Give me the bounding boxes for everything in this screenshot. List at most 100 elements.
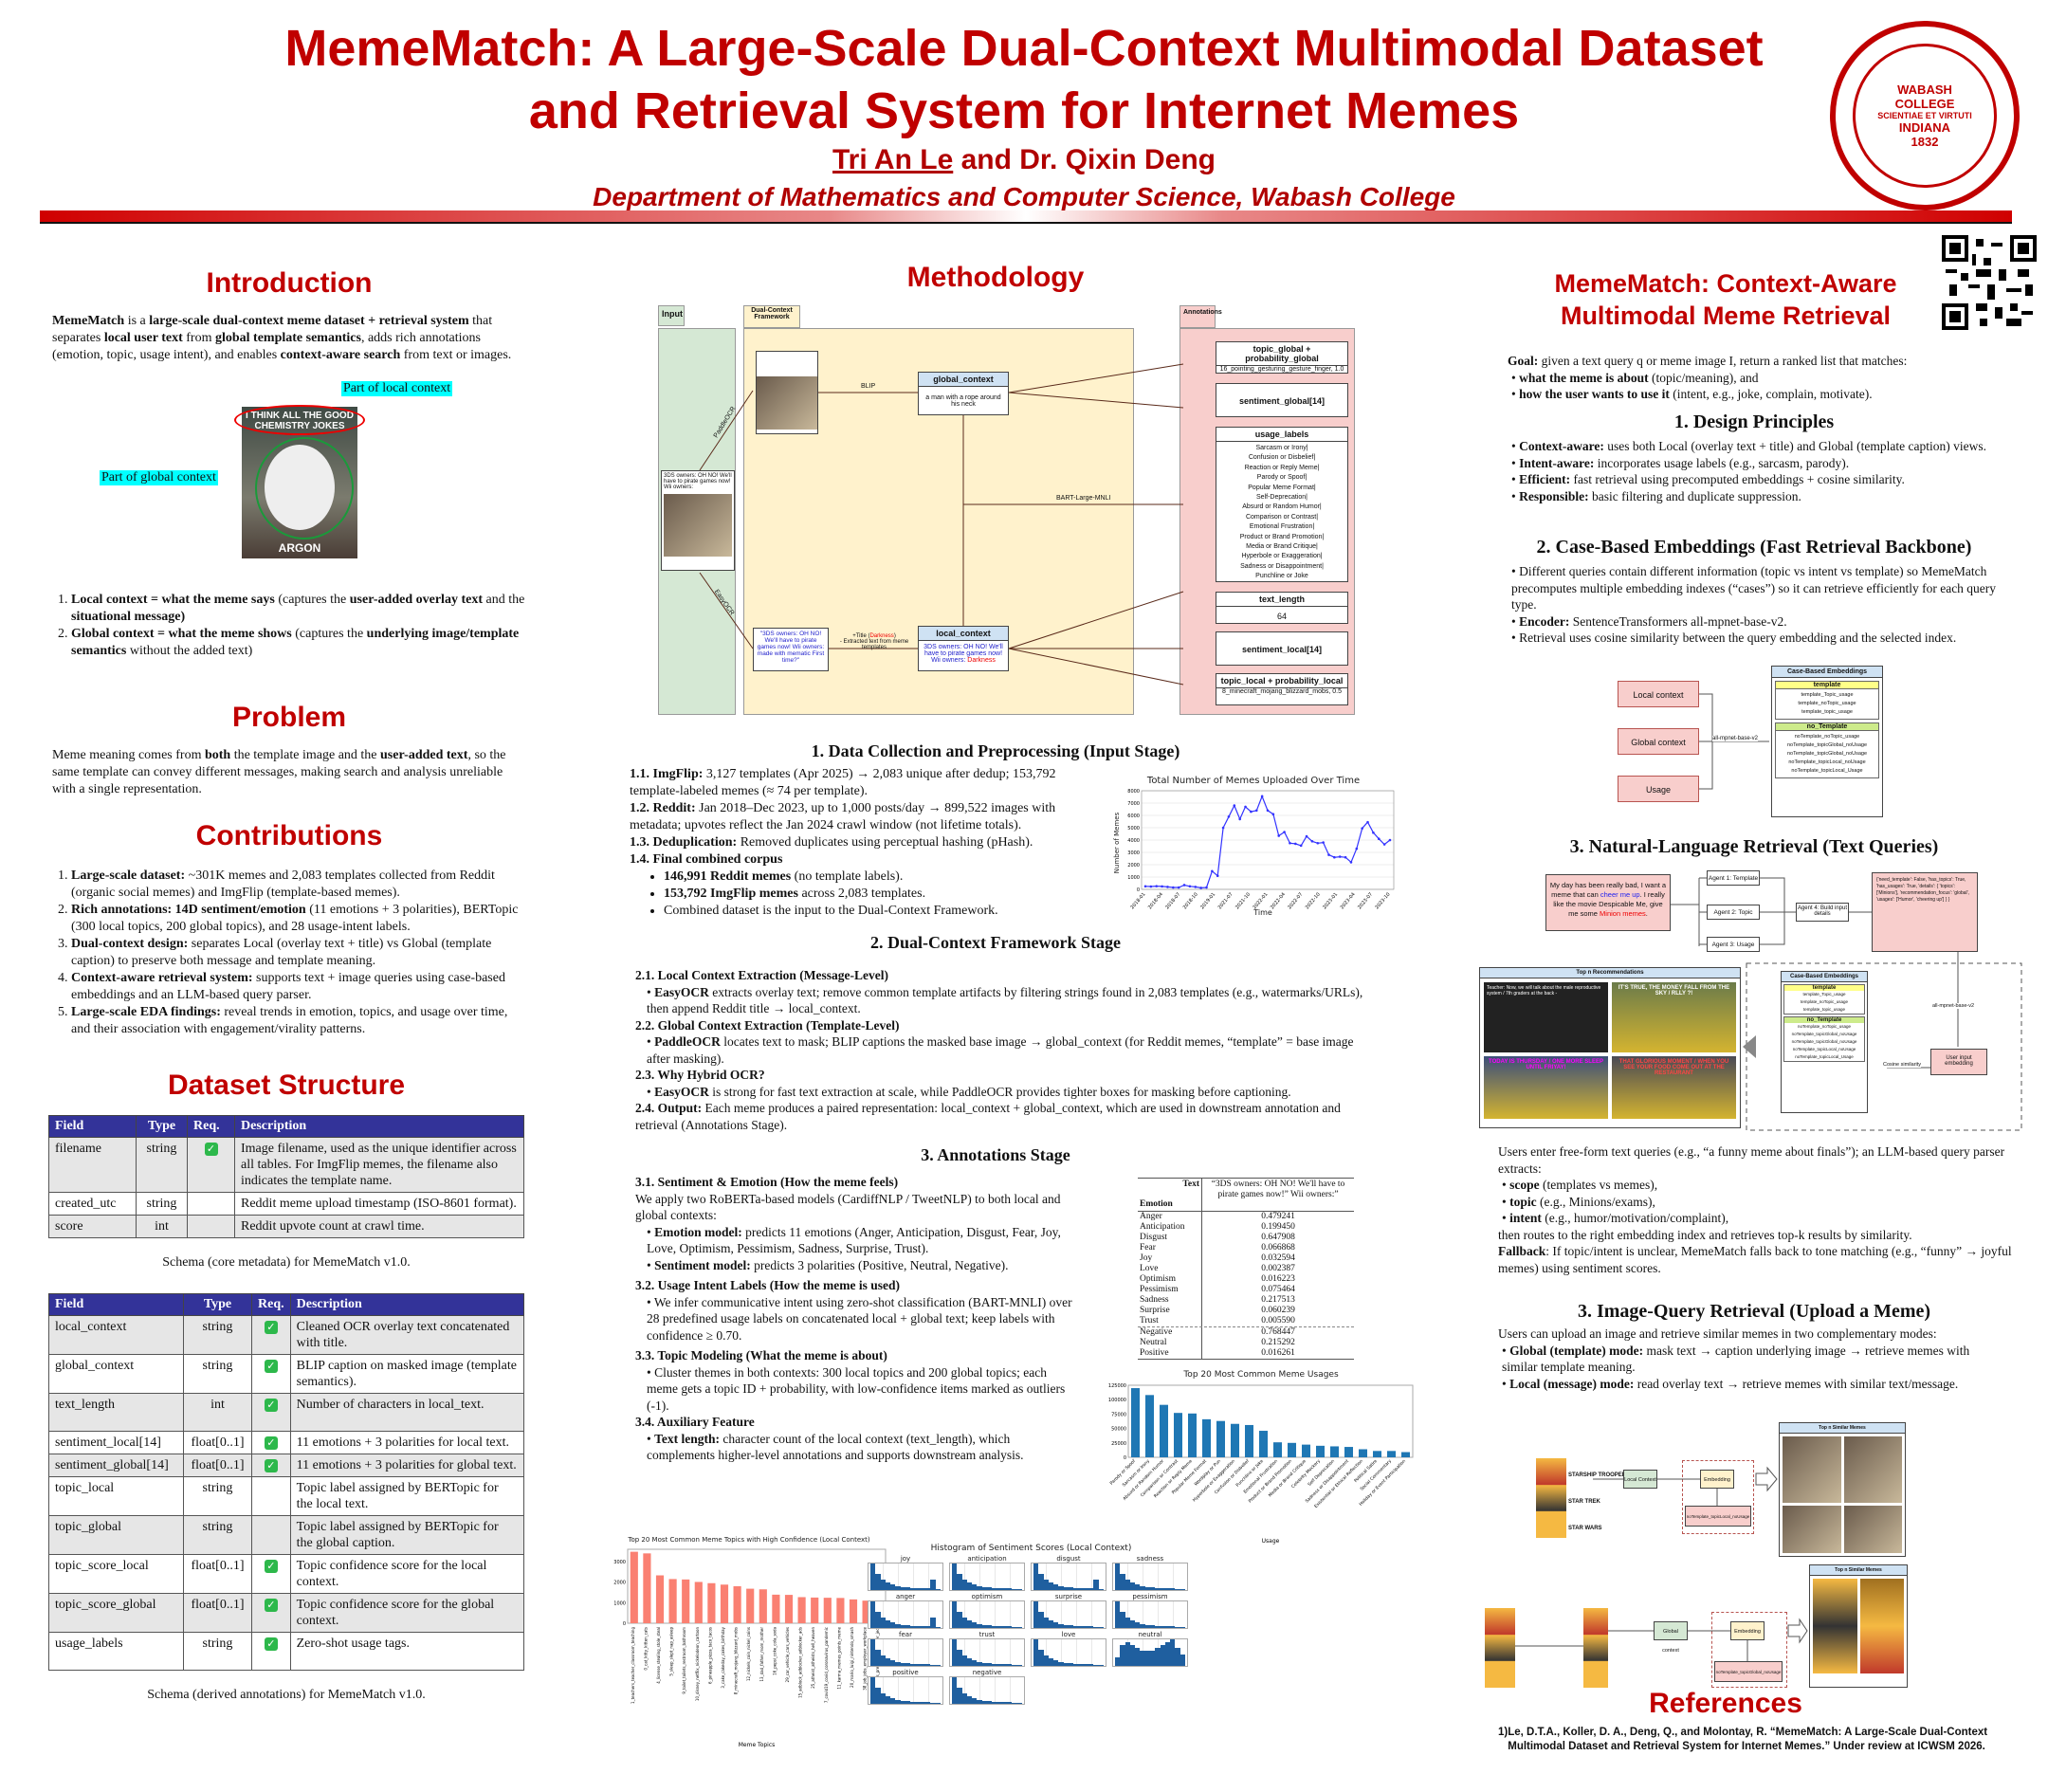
table-row: text_length int ✓ Number of characters in l… [48,1393,525,1432]
references-heading: References [1649,1688,1802,1719]
svg-text:2019-01: 2019-01 [1199,891,1216,910]
usage-label-item: Reaction or Reply Meme| [1244,464,1320,471]
usage-label-item: Comparison or Contrast| [1245,513,1319,521]
text-length-node: text_length 64 [1216,592,1348,624]
required-check-icon: ✓ [204,1143,218,1156]
svg-text:2023-01: 2023-01 [1322,891,1339,910]
table-row: filename string ✓ Image filename, used as t… [48,1137,524,1193]
list-item: 146,991 Reddit memes (no template labels… [664,869,1104,886]
list-item: Rich annotations: 14D sentiment/emotion … [71,902,526,936]
presenting-author: Tri An Le [832,144,954,175]
required-check-icon: ✓ [264,1399,278,1412]
data-collection-text: 1.1. ImgFlip: 3,127 templates (Apr 2025)… [630,766,1104,920]
histogram-trust: trust [949,1631,1025,1667]
svg-text:2023-04: 2023-04 [1340,891,1357,910]
global-context-label: Part of global context [100,470,218,485]
svg-text:Time: Time [1253,908,1272,917]
minion-meme-3: TODAY IS THURSDAY / ONE MORE SLEEP UNTIL… [1484,1056,1608,1119]
usage-label-item: Punchline or Joke [1255,573,1308,580]
dataset-heading: Dataset Structure [167,1070,406,1101]
usage-label-item: Popular Meme Format| [1248,484,1316,491]
table-row: Surprise 0.060239 [1140,1306,1295,1316]
seal-year: 1832 [1911,135,1939,149]
histogram-joy: joy [868,1555,943,1591]
svg-text:25_atheist_atheists_hell_heave: 25_atheist_atheists_hell_heaven [811,1627,815,1689]
embedding-index-item: noTemplate_topicGlobal_noUsage [1786,742,1868,748]
svg-text:16_pepsi_coke_cola_soda: 16_pepsi_coke_cola_soda [772,1626,777,1674]
svg-text:Parody or Spoof: Parody or Spoof [1109,1458,1138,1487]
pipeline-diagram: Input Dual-Context Framework Annotations… [658,305,1360,715]
svg-text:7_covid19_covid_coronavirus_pa: 7_covid19_covid_coronavirus_pandemic [824,1627,829,1703]
svg-text:38_job_jobs_employer_workplace: 38_job_jobs_employer_workplace [863,1626,868,1690]
usage-label-item: Product or Brand Promotion| [1239,533,1325,540]
table-row: global_context string ✓ BLIP caption on mas… [48,1354,525,1394]
retrieval-heading: MemeMatch: Context-Aware Multimodal Meme … [1554,269,1897,330]
dual-context-text: 2.1. Local Context Extraction (Message-L… [635,968,1363,1132]
list-item: Large-scale EDA findings: reveal trends … [71,1004,526,1038]
table-row: Disgust 0.647908 [1140,1233,1295,1243]
required-check-icon: ✓ [264,1560,278,1573]
histogram-fear: fear [868,1631,943,1667]
introduction-section: Introduction MemeMatch is a large-scale … [52,267,526,660]
usage-label-item: Parody or Spoof| [1256,474,1307,482]
svg-text:8_minecraft_mojang_blizzard_mo: 8_minecraft_mojang_blizzard_mobs [734,1627,739,1694]
title-line-2: and Retrieval System for Internet Memes [528,82,1520,139]
svg-text:3_cake_cakeday_cakes_birthday: 3_cake_cakeday_cakes_birthday [721,1626,725,1688]
svg-text:50000: 50000 [1111,1427,1126,1433]
svg-text:Number of Memes: Number of Memes [1113,812,1121,873]
svg-text:2022-10: 2022-10 [1305,891,1322,910]
svg-text:6_pineapple_pizza_taco_tacos: 6_pineapple_pizza_taco_tacos [707,1627,712,1684]
nl-retrieval-diagram: My day has been really bad, I want a mem… [1479,861,2048,1136]
user-query-box: My day has been really bad, I want a mem… [1545,874,1671,931]
table-row: sentiment_local[14] float[0..1] ✓ 11 emotio… [48,1431,525,1454]
svg-text:1000: 1000 [1127,875,1140,881]
meme-topics-chart: Top 20 Most Common Meme Topics with High… [607,1536,891,1754]
introduction-paragraph: MemeMatch is a large-scale dual-context … [52,314,512,362]
nl-retrieval-text: Users enter free-form text queries (e.g.… [1498,1144,2012,1275]
embedding-index-item: template_noTopic_usage [1798,701,1856,706]
image-query-diagram: STARSHIP TROOPERS STAR TREK STAR WARS Loca… [1479,1422,2048,1688]
svg-text:5000: 5000 [1127,826,1140,832]
usage-label-item: Confusion or Disbelief| [1248,454,1316,462]
embedding-index-item: noTemplate_noTopic_usage [1794,734,1860,740]
table-row: score int Reddit upvote count at crawl tim… [48,1215,524,1238]
svg-text:125000: 125000 [1108,1383,1126,1389]
case-embeddings-list: • Different queries contain different in… [1511,564,1997,645]
svg-text:3000: 3000 [613,1560,626,1565]
svg-text:Usage: Usage [1262,1538,1280,1545]
usage-label-item: Sadness or Disappointment| [1240,562,1324,570]
department: Department of Mathematics and Computer S… [593,182,1455,211]
chart-title: Histogram of Sentiment Scores (Local Con… [930,1544,1132,1553]
svg-text:29_car_vehicle_cars_vehicles: 29_car_vehicle_cars_vehicles [785,1627,790,1682]
embedding-node: Embedding [1700,1470,1734,1489]
svg-text:25000: 25000 [1111,1441,1126,1447]
histogram-pessimism: pessimism [1112,1593,1188,1629]
table-row: Anger 0.479241 [1140,1212,1295,1222]
usage-labels-list: Sarcasm or Irony| Confusion or Disbelief|… [1216,442,1347,582]
qr-code-icon[interactable] [1942,235,2037,330]
svg-text:2018-01: 2018-01 [1129,891,1146,910]
nl-retrieval-heading: 3. Natural-Language Retrieval (Text Quer… [1569,836,1939,857]
chemistry-cat-meme-image: I THINK ALL THE GOOD CHEMISTRY JOKES ARG… [234,405,365,558]
index-node: noTemplate_topicGlobal_noUsage [1714,1661,1783,1682]
contributions-section: Contributions Large-scale dataset: ~301K… [52,820,526,1038]
histogram-disgust: disgust [1031,1555,1106,1591]
svg-text:2018-07: 2018-07 [1164,891,1181,910]
svg-text:15_adblock_adblocker_adblocker: 15_adblock_adblocker_adblocker_ads [798,1627,803,1698]
required-check-icon: ✓ [264,1459,278,1472]
svg-text:2000: 2000 [1127,863,1140,869]
svg-text:2021-07: 2021-07 [1217,891,1234,910]
embedding-index-item: noTemplate_topicLocal_Usage [1795,1054,1854,1059]
dual-context-heading: 2. Dual-Context Framework Stage [870,933,1121,952]
annotations-stage-text: 3.1. Sentiment & Emotion (How the meme f… [635,1175,1072,1462]
histogram-anticipation: anticipation [949,1555,1025,1591]
table-row: sentiment_global[14] float[0..1] ✓ 11 emoti… [48,1454,525,1477]
top-recommendations-panel: Top n Recommendations Teacher: Now, we w… [1479,967,1741,1128]
embedding-index-item: template_topic_usage [1802,1007,1846,1012]
embedding-index-item: noTemplate_topicGlobal_noUsage [1791,1039,1857,1044]
svg-text:12_nickels_coin_nickel_coins: 12_nickels_coin_nickel_coins [746,1627,751,1681]
usage-label-item: Absurd or Random Humor| [1242,503,1322,511]
svg-text:1000: 1000 [613,1600,626,1606]
topic-local-node: topic_local + probability_local 8_minecra… [1216,673,1348,705]
table-row: Optimism 0.016223 [1140,1274,1295,1285]
